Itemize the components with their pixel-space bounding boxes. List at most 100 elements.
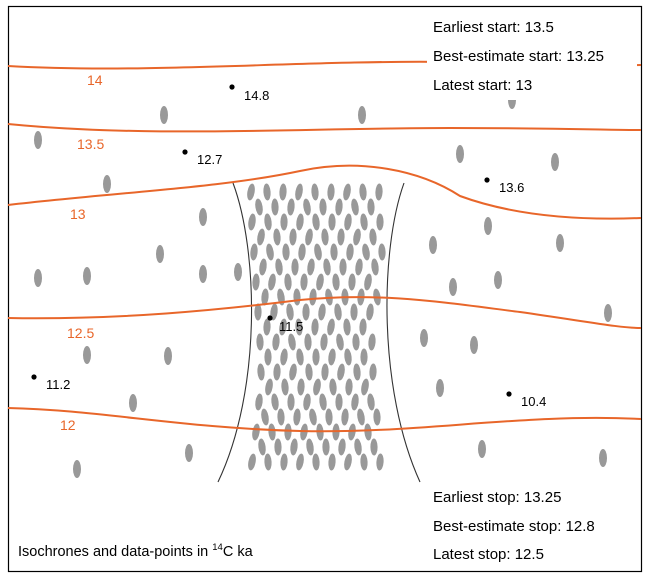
- clast: [494, 271, 502, 289]
- isochrone-12-line: [7, 407, 642, 433]
- clast: [351, 198, 359, 216]
- clast: [274, 438, 282, 456]
- clast: [73, 460, 81, 478]
- clast: [551, 153, 559, 171]
- diagram-border: [7, 5, 643, 573]
- clast: [350, 303, 358, 321]
- clast: [316, 273, 324, 291]
- data-point: 12.7: [182, 149, 222, 167]
- clast: [360, 453, 368, 471]
- clast: [358, 106, 366, 124]
- clast: [334, 303, 342, 321]
- latest-start-text: Latest start: 13: [433, 77, 532, 94]
- clast: [341, 408, 349, 426]
- clast: [321, 228, 329, 246]
- clast: [254, 303, 262, 321]
- caption-prefix: Isochrones and data-points in: [18, 544, 212, 560]
- data-point-label: 14.8: [244, 88, 269, 103]
- clast: [364, 273, 372, 291]
- clast: [272, 333, 280, 351]
- clast: [352, 333, 360, 351]
- clast: [289, 228, 297, 246]
- clast: [332, 273, 340, 291]
- clast: [346, 243, 354, 261]
- isochrone-12.5-line: [7, 296, 642, 329]
- clast: [470, 336, 478, 354]
- clast: [604, 304, 612, 322]
- clast: [355, 258, 363, 276]
- data-point-marker: [484, 177, 490, 183]
- clast: [330, 243, 338, 261]
- clast: [343, 318, 351, 336]
- clast: [556, 234, 564, 252]
- clast: [449, 278, 457, 296]
- data-point-marker: [506, 391, 512, 397]
- clast: [312, 453, 320, 471]
- clast: [296, 348, 304, 366]
- clast: [273, 363, 281, 381]
- clast: [281, 378, 289, 396]
- clast: [287, 393, 295, 411]
- diagram-caption: Isochrones and data-points in 14C ka: [18, 542, 254, 560]
- clast: [248, 453, 256, 471]
- clast: [376, 453, 384, 471]
- channel-right-wall: [386, 182, 421, 483]
- data-point-label: 11.5: [279, 319, 303, 334]
- clast: [280, 453, 288, 471]
- clast: [295, 318, 303, 336]
- clast: [311, 183, 319, 201]
- clast: [312, 213, 320, 231]
- clast: [344, 453, 352, 471]
- clast: [322, 438, 330, 456]
- data-point-label: 10.4: [521, 394, 546, 409]
- data-point: 14.8: [229, 84, 269, 103]
- clast: [351, 393, 359, 411]
- clast: [199, 208, 207, 226]
- clast: [280, 213, 288, 231]
- clast: [293, 408, 301, 426]
- clast: [478, 440, 486, 458]
- clast: [344, 348, 352, 366]
- clast: [357, 408, 365, 426]
- clast: [367, 198, 375, 216]
- clast: [309, 408, 317, 426]
- clast: [348, 273, 356, 291]
- data-point-marker: [31, 374, 37, 380]
- clast: [335, 393, 343, 411]
- clast: [252, 273, 260, 291]
- data-point-label: 11.2: [46, 377, 70, 392]
- clast: [359, 183, 367, 201]
- best-estimate-start-text: Best-estimate start: 13.25: [433, 48, 604, 65]
- clast: [327, 318, 335, 336]
- clast: [337, 363, 345, 381]
- clast: [371, 258, 379, 276]
- clast: [353, 228, 361, 246]
- clast: [257, 228, 265, 246]
- clast: [320, 333, 328, 351]
- clast: [376, 213, 384, 231]
- clast: [314, 243, 322, 261]
- clast: [271, 198, 279, 216]
- clast: [257, 363, 265, 381]
- clast: [429, 236, 437, 254]
- clast: [336, 333, 344, 351]
- clast: [282, 243, 290, 261]
- clast: [199, 265, 207, 283]
- clast: [185, 444, 193, 462]
- clast: [255, 198, 263, 216]
- clast: [313, 378, 321, 396]
- clast: [296, 213, 304, 231]
- stop-estimates: Earliest stop: 13.25 Best-estimate stop:…: [427, 482, 627, 568]
- clast: [103, 175, 111, 193]
- isochrone-label: 13: [70, 206, 86, 222]
- clast: [360, 348, 368, 366]
- clast: [318, 303, 326, 321]
- data-points: 14.8 12.7 13.6 11.5 11.2 10.4: [31, 84, 546, 409]
- clast: [268, 423, 276, 441]
- clast: [284, 423, 292, 441]
- clast: [234, 263, 242, 281]
- clast: [247, 183, 255, 201]
- caption-superscript: 14: [212, 542, 223, 553]
- clast: [298, 243, 306, 261]
